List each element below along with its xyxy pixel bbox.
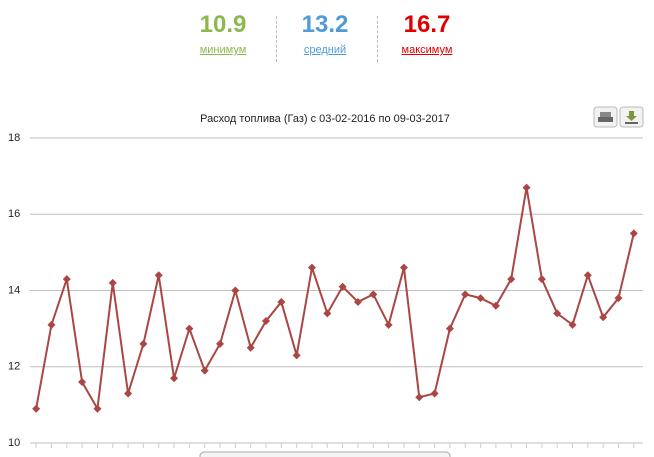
- marker: [277, 297, 286, 306]
- marker: [430, 389, 439, 398]
- stat-value: 10.9: [199, 11, 247, 38]
- marker: [599, 313, 608, 322]
- marker: [216, 339, 225, 348]
- stat: 10.9 минимум: [173, 10, 273, 56]
- y-tick-label: 18: [8, 132, 20, 144]
- stat-label[interactable]: максимум: [401, 44, 453, 56]
- marker: [415, 393, 424, 402]
- marker: [338, 282, 347, 291]
- y-tick-label: 16: [8, 208, 20, 220]
- marker: [476, 294, 485, 303]
- scrollbar[interactable]: [199, 451, 451, 457]
- marker: [47, 320, 56, 329]
- marker: [537, 275, 546, 284]
- marker: [399, 263, 408, 272]
- marker: [93, 404, 102, 413]
- marker: [491, 301, 500, 310]
- marker: [154, 271, 163, 280]
- marker: [78, 378, 87, 386]
- y-tick-label: 12: [8, 361, 20, 373]
- marker: [200, 366, 209, 375]
- stat: 13.2 средний: [275, 10, 375, 56]
- stat-label[interactable]: средний: [303, 44, 347, 56]
- marker: [507, 275, 516, 284]
- line: [35, 187, 635, 412]
- marker: [32, 404, 41, 413]
- stat-value: 13.2: [301, 11, 349, 38]
- marker: [246, 343, 255, 352]
- marker: [139, 339, 148, 348]
- marker: [522, 183, 531, 192]
- marker: [108, 278, 117, 287]
- marker: [170, 374, 179, 383]
- separator: [377, 16, 378, 62]
- chart-title: Расход топлива (Газ) с 03-02-2016 по 09-…: [200, 113, 450, 125]
- marker: [384, 320, 393, 329]
- marker: [353, 297, 362, 306]
- separator: [276, 16, 277, 62]
- y-tick-label: 14: [8, 284, 20, 296]
- marker: [614, 294, 623, 303]
- marker: [323, 309, 332, 318]
- download-button[interactable]: [619, 106, 644, 128]
- marker: [307, 263, 316, 272]
- marker: [369, 290, 378, 299]
- marker: [185, 324, 194, 333]
- marker: [629, 229, 638, 238]
- stat: 16.7 максимум: [377, 10, 477, 56]
- marker: [62, 275, 71, 284]
- marker: [461, 290, 470, 299]
- stat-value: 16.7: [403, 11, 451, 38]
- marker: [583, 271, 592, 280]
- marker: [445, 324, 454, 333]
- marker: [553, 309, 562, 318]
- marker: [292, 351, 301, 360]
- marker: [568, 320, 577, 329]
- print-button[interactable]: [593, 106, 618, 128]
- stat-label[interactable]: минимум: [199, 44, 247, 56]
- marker: [231, 286, 240, 295]
- marker: [262, 317, 271, 325]
- marker: [124, 389, 133, 398]
- y-tick-label: 10: [8, 437, 20, 449]
